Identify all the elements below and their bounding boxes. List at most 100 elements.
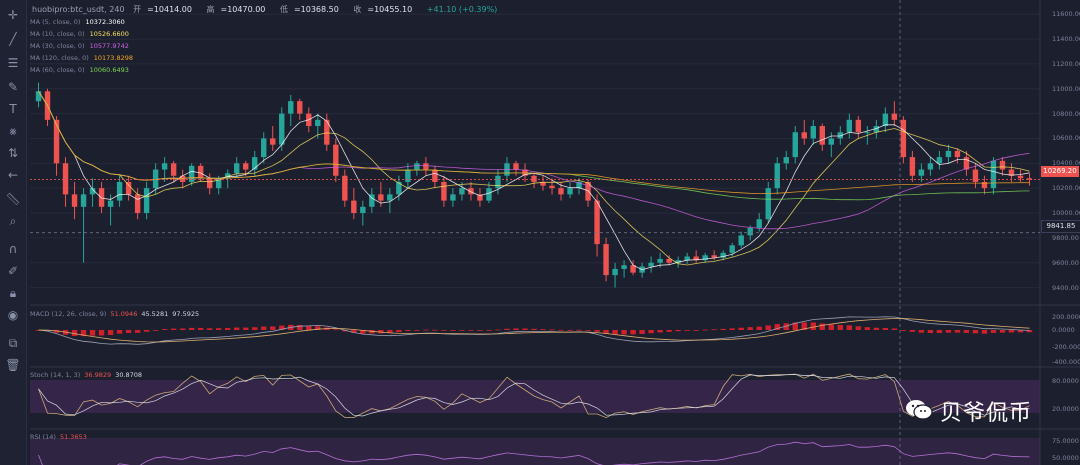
candle-body <box>945 150 952 158</box>
price-tick-label: 9400.00 <box>1052 283 1079 292</box>
candle-body <box>576 181 582 189</box>
macd-histogram-bar <box>513 328 519 330</box>
candle-body <box>188 165 195 182</box>
stoch-label[interactable]: Stoch (14, 1, 3) 36.9829 30.8708 <box>30 371 143 379</box>
candle-body <box>234 163 240 174</box>
price-tick-label: 10600.00 <box>1052 134 1080 143</box>
ma60-legend[interactable]: MA (60, close, 0) 10060.6493 <box>30 66 129 74</box>
candle-body <box>846 119 853 133</box>
candle-body <box>549 185 555 189</box>
rsi-tick-label: 75.0000 <box>1052 437 1079 445</box>
zoom-tool-icon[interactable]: ⌕ <box>9 214 17 228</box>
trend-line-tool-icon[interactable]: ╱ <box>9 32 17 46</box>
pattern-tool-icon[interactable]: ⨳ <box>9 124 17 138</box>
macd-histogram-bar <box>567 329 573 331</box>
ruler-tool-icon[interactable]: 📏︎ <box>5 192 21 206</box>
high-value: =10470.00 <box>220 5 266 14</box>
rsi-label[interactable]: RSI (14) 51.3653 <box>30 433 87 441</box>
stoch-d-line <box>38 374 1030 417</box>
candle-body <box>855 119 862 133</box>
crosshair-tool-icon[interactable]: ✛ <box>7 8 19 22</box>
macd-histogram-bar <box>936 330 943 333</box>
fib-tool-icon[interactable]: ⇅ <box>7 146 19 160</box>
candle-body <box>1026 178 1033 180</box>
candle-body <box>486 188 492 201</box>
macd-histogram-bar <box>495 329 501 331</box>
candle-body <box>783 157 789 164</box>
candle-body <box>279 113 285 145</box>
macd-histogram-bar <box>891 328 898 330</box>
ma30-legend[interactable]: MA (30, close, 0) 10577.9742 <box>30 42 129 50</box>
candle-body <box>801 132 807 139</box>
macd-histogram-bar <box>468 330 474 331</box>
macd-histogram-bar <box>504 328 510 330</box>
drawing-mode-icon[interactable]: ✐ <box>7 264 19 278</box>
macd-histogram-bar <box>927 330 934 334</box>
macd-histogram-bar <box>558 329 564 331</box>
macd-histogram-bar <box>846 325 853 330</box>
lock-icon[interactable]: 🔒︎ <box>9 286 17 300</box>
macd-histogram-bar <box>134 330 141 333</box>
eye-icon[interactable]: ◉ <box>7 308 19 322</box>
wechat-logo-icon <box>906 400 933 420</box>
macd-histogram-bar <box>107 330 114 335</box>
candle-body <box>423 163 429 170</box>
ma10-line <box>38 91 1030 266</box>
back-arrow-icon[interactable]: ← <box>7 168 19 182</box>
magnet-icon[interactable]: ∩ <box>8 242 18 256</box>
layers-icon[interactable]: ⧉ <box>8 336 18 350</box>
candle-body <box>963 157 970 170</box>
candle-body <box>252 157 258 170</box>
rsi-tick-label: 50.0000 <box>1052 454 1079 462</box>
brush-tool-icon[interactable]: ✎ <box>7 80 19 94</box>
macd-histogram-bar <box>585 330 591 331</box>
candle-body <box>567 188 573 195</box>
macd-histogram-bar <box>432 329 438 331</box>
macd-histogram-bar <box>297 324 303 330</box>
candle-body <box>936 157 943 164</box>
candle-body <box>621 265 627 269</box>
macd-histogram-bar <box>531 328 537 330</box>
stoch-tick-label: 80.0000 <box>1052 377 1079 385</box>
macd-histogram-bar <box>693 330 699 331</box>
macd-histogram-bar <box>486 330 492 331</box>
ma120-legend[interactable]: MA (120, close, 0) 10173.8298 <box>30 54 134 62</box>
macd-tick-label: 200.0000 <box>1052 313 1080 321</box>
candle-body <box>261 138 267 158</box>
trash-icon[interactable]: 🗑︎ <box>5 358 21 372</box>
ma10-legend[interactable]: MA (10, close, 0) 10526.6600 <box>30 30 129 38</box>
macd-histogram-bar <box>441 330 447 331</box>
macd-histogram-bar <box>53 330 60 333</box>
price-tick-label: 10400.00 <box>1052 159 1080 168</box>
macd-histogram-bar <box>116 330 123 334</box>
candle-body <box>405 169 411 182</box>
macd-tick-label: -400.0000 <box>1052 358 1080 366</box>
macd-histogram-bar <box>810 322 816 330</box>
macd-histogram-bar <box>765 325 771 330</box>
candle-body <box>342 175 348 201</box>
macd-histogram-bar <box>170 328 177 330</box>
candle-body <box>729 245 735 253</box>
symbol-label[interactable]: huobipro:btc_usdt, 240 <box>32 5 125 14</box>
macd-histogram-bar <box>540 329 546 330</box>
macd-histogram-bar <box>387 330 393 333</box>
macd-line <box>38 316 1030 345</box>
macd-histogram-bar <box>819 323 825 330</box>
candle-body <box>513 163 519 170</box>
macd-histogram-bar <box>206 328 213 330</box>
candle-body <box>459 188 465 195</box>
candle-body <box>161 163 168 170</box>
candle-body <box>125 181 132 195</box>
candle-body <box>107 200 114 207</box>
candle-body <box>116 181 123 201</box>
horizontal-line-tool-icon[interactable]: ☰ <box>7 56 19 70</box>
candle-body <box>270 138 276 145</box>
ma5-legend[interactable]: MA (5, close, 0) 10372.3060 <box>30 18 125 26</box>
candle-body <box>53 119 60 164</box>
text-tool-icon[interactable]: T <box>9 102 17 116</box>
stoch-tick-label: 20.0000 <box>1052 405 1079 413</box>
macd-label[interactable]: MACD (12, 26, close, 9) 51.0946 45.5281 97.… <box>30 310 200 318</box>
candle-body <box>215 178 222 189</box>
macd-histogram-bar <box>143 330 150 332</box>
